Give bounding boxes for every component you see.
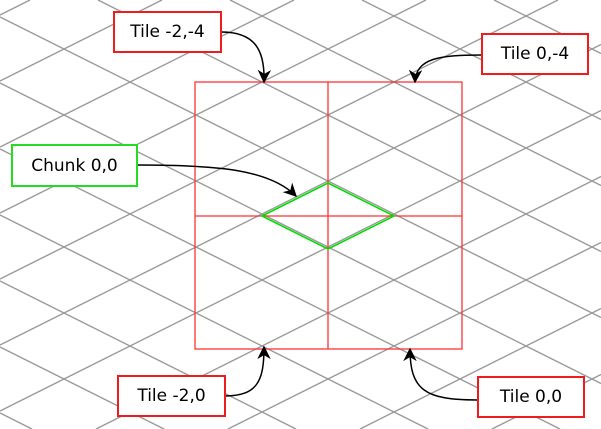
arrow-tile-0-0 <box>403 347 478 401</box>
label-tile-0-0: Tile 0,0 <box>477 376 585 418</box>
label-text: Tile 0,0 <box>499 387 563 407</box>
grid-line <box>0 16 601 319</box>
label-tile-m2-0: Tile -2,0 <box>117 375 226 417</box>
chunk-diamond <box>260 182 396 250</box>
label-text: Tile -2,0 <box>137 386 206 406</box>
arrow-tile-m2-m4 <box>220 31 272 84</box>
grid-line <box>0 109 601 412</box>
label-tile-m2-m4: Tile -2,-4 <box>113 11 222 53</box>
grid-line <box>227 241 601 429</box>
grid-line <box>359 307 601 429</box>
label-tile-0-m4: Tile 0,-4 <box>481 33 589 75</box>
grid-line <box>0 0 295 148</box>
arrow-tile-m2-0 <box>224 345 271 397</box>
label-chunk-0-0: Chunk 0,0 <box>11 144 138 187</box>
label-text: Tile 0,-4 <box>500 44 570 64</box>
grid-line <box>0 280 297 429</box>
grid-line <box>0 82 601 385</box>
grid-line <box>229 0 601 187</box>
grid-line <box>0 43 601 346</box>
grid-line <box>0 412 33 429</box>
grid-line <box>0 0 31 16</box>
label-text: Chunk 0,0 <box>31 155 118 176</box>
label-text: Tile -2,-4 <box>130 22 205 42</box>
arrow-tile-0-m4 <box>408 54 482 84</box>
grid-line <box>0 0 559 280</box>
arrow-chunk-0-0 <box>136 164 297 197</box>
grid-line <box>0 214 429 429</box>
tile-grid <box>194 81 463 350</box>
grid-line <box>0 148 561 429</box>
